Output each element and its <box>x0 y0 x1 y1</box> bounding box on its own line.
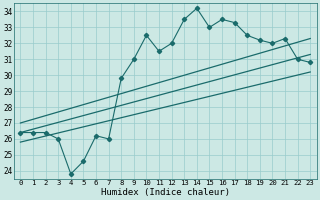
X-axis label: Humidex (Indice chaleur): Humidex (Indice chaleur) <box>101 188 230 197</box>
